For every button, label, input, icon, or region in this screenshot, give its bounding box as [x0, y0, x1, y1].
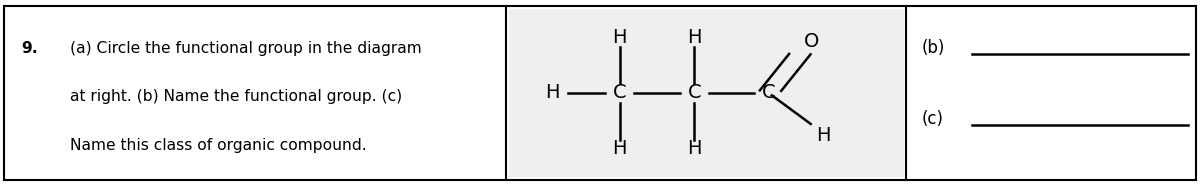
Text: H: H	[612, 28, 628, 47]
Text: (b): (b)	[922, 39, 944, 57]
Text: H: H	[612, 139, 628, 158]
Text: at right. (b) Name the functional group. (c): at right. (b) Name the functional group.…	[70, 89, 402, 104]
Text: H: H	[686, 139, 702, 158]
Text: O: O	[804, 32, 820, 51]
Text: H: H	[686, 28, 702, 47]
Text: (a) Circle the functional group in the diagram: (a) Circle the functional group in the d…	[70, 41, 421, 56]
Text: Name this class of organic compound.: Name this class of organic compound.	[70, 138, 366, 153]
Text: C: C	[762, 84, 775, 102]
Text: C: C	[688, 84, 701, 102]
Text: H: H	[546, 84, 560, 102]
Text: (c): (c)	[922, 110, 943, 128]
Bar	[509, 9, 904, 177]
Text: 9.: 9.	[22, 41, 38, 56]
Text: H: H	[816, 126, 832, 145]
Text: C: C	[613, 84, 626, 102]
